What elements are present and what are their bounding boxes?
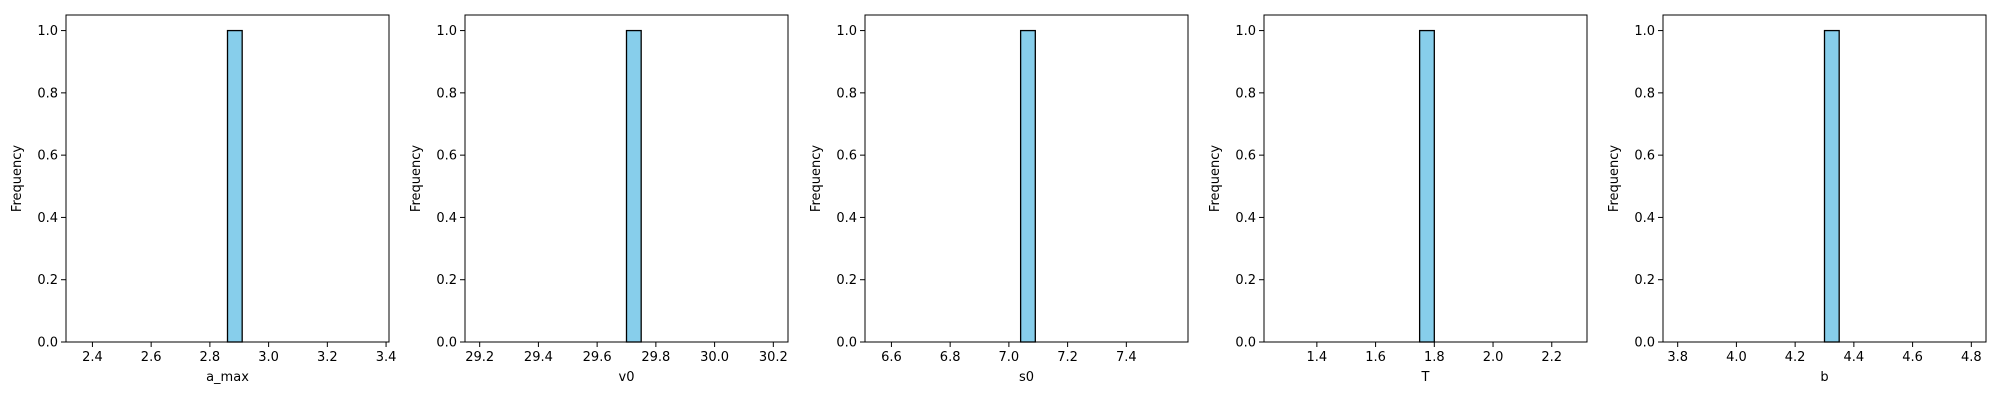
y-tick-label: 0.2 [1235,273,1256,288]
histogram-panel-s0: 6.6 6.8 7.0 7.2 7.4 0.0 0.2 0.4 0.6 0.8 1.0 s0 Frequ… [809,14,1189,385]
y-tick-label: 0.2 [1634,273,1655,288]
x-tick-label: 4.4 [1844,350,1865,365]
x-axis-label: b [1820,370,1828,385]
histogram-bar [226,29,243,343]
x-tick-label: 1.6 [1365,350,1386,365]
y-tick-label: 0.4 [1235,211,1256,226]
y-tick-label: 0.4 [37,211,58,226]
y-tick-label: 0.8 [436,86,457,101]
y-tick-label: 0.6 [37,149,58,164]
histogram-panel-v0: 29.2 29.4 29.6 29.8 30.0 30.2 0.0 0.2 0.4 0.6 0.8 1… [409,14,789,385]
y-tick-label: 1.0 [1634,24,1655,39]
y-tick-label: 0.6 [436,149,457,164]
x-tick-label: 2.0 [1483,350,1504,365]
axes-frame [1263,14,1588,343]
y-tick-label: 0.8 [1235,86,1256,101]
histogram-bar [625,29,642,343]
y-axis-label: Frequency [1208,145,1223,212]
y-tick-label: 0.8 [37,86,58,101]
y-tick-label: 0.2 [436,273,457,288]
y-tick-label: 0.2 [37,273,58,288]
y-tick-label: 1.0 [37,24,58,39]
x-axis-label: v0 [619,370,635,385]
y-tick-label: 0.0 [1634,336,1655,351]
y-tick-label: 0.0 [436,336,457,351]
x-tick-label: 3.4 [376,350,397,365]
y-tick-label: 0.6 [836,149,857,164]
y-tick-label: 0.6 [1235,149,1256,164]
axes-frame [864,14,1189,343]
x-tick-label: 29.6 [583,350,612,365]
x-tick-label: 3.0 [258,350,279,365]
x-tick-label: 29.4 [524,350,553,365]
y-tick-label: 0.6 [1634,149,1655,164]
x-tick-label: 2.8 [200,350,221,365]
axes-frame [65,14,390,343]
x-axis-label: T [1421,370,1430,385]
x-tick-label: 2.4 [82,350,103,365]
y-tick-label: 1.0 [436,24,457,39]
x-tick-label: 4.6 [1902,350,1923,365]
y-tick-label: 0.8 [1634,86,1655,101]
y-tick-label: 0.0 [836,336,857,351]
histogram-panel-a_max: 2.4 2.6 2.8 3.0 3.2 3.4 0.0 0.2 0.4 0.6 0.8 1.0 a_ma… [10,14,397,385]
x-tick-label: 1.4 [1307,350,1328,365]
x-tick-label: 7.2 [1057,350,1078,365]
y-tick-label: 1.0 [836,24,857,39]
x-tick-label: 7.0 [999,350,1020,365]
axes-frame [1662,14,1987,343]
y-tick-label: 0.8 [836,86,857,101]
x-tick-label: 3.2 [317,350,338,365]
x-tick-label: 4.8 [1961,350,1982,365]
x-tick-label: 29.2 [465,350,494,365]
y-tick-label: 0.0 [1235,336,1256,351]
x-tick-label: 2.2 [1541,350,1562,365]
histogram-panel-b: 3.8 4.0 4.2 4.4 4.6 4.8 0.0 0.2 0.4 0.6 0.8 1.0 b Fre… [1607,14,1987,385]
y-axis-label: Frequency [10,145,25,212]
x-axis-label: a_max [206,370,249,385]
y-tick-label: 0.0 [37,336,58,351]
x-tick-label: 4.0 [1726,350,1747,365]
axes-frame [464,14,789,343]
x-tick-label: 30.2 [759,350,788,365]
y-tick-label: 0.4 [836,211,857,226]
x-tick-label: 6.6 [881,350,902,365]
x-tick-label: 4.2 [1785,350,1806,365]
y-tick-label: 0.4 [436,211,457,226]
x-tick-label: 7.4 [1116,350,1137,365]
x-tick-label: 29.8 [641,350,670,365]
x-tick-label: 2.6 [141,350,162,365]
x-tick-label: 1.8 [1424,350,1445,365]
x-tick-label: 3.8 [1667,350,1688,365]
histogram-panel-T: 1.4 1.6 1.8 2.0 2.2 0.0 0.2 0.4 0.6 0.8 1.0 T Freque… [1208,14,1588,385]
y-tick-label: 0.2 [836,273,857,288]
histogram-bar [1019,29,1036,343]
y-tick-label: 0.4 [1634,211,1655,226]
x-tick-label: 30.0 [700,350,729,365]
y-axis-label: Frequency [809,145,824,212]
y-tick-label: 1.0 [1235,24,1256,39]
histogram-bar [1823,29,1840,343]
y-axis-label: Frequency [409,145,424,212]
y-axis-label: Frequency [1607,145,1622,212]
x-tick-label: 6.8 [940,350,961,365]
histogram-bar [1418,29,1435,343]
x-axis-label: s0 [1019,370,1034,385]
